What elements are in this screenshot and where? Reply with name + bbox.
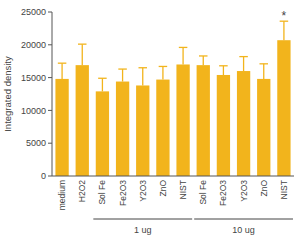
group-label: 10 ug xyxy=(232,225,255,235)
x-tick-label: Y2O3 xyxy=(239,180,249,202)
y-tick-label: 5000 xyxy=(26,138,46,148)
error-stem xyxy=(203,56,204,65)
x-tick-label: NIST xyxy=(178,180,188,199)
group-label: 1 ug xyxy=(134,225,152,235)
x-tick-label: ZnO xyxy=(259,180,269,197)
error-bar xyxy=(78,44,87,65)
bar xyxy=(237,71,250,176)
y-tick xyxy=(48,176,52,177)
error-bar xyxy=(179,47,188,64)
error-bar xyxy=(239,57,248,71)
y-axis xyxy=(52,12,53,176)
bar xyxy=(277,40,290,176)
bar xyxy=(176,64,189,176)
error-stem xyxy=(82,44,83,65)
error-cap xyxy=(219,65,228,66)
error-cap xyxy=(78,43,87,44)
y-tick-label: 25000 xyxy=(21,7,46,17)
y-tick xyxy=(48,77,52,78)
y-tick-label: 20000 xyxy=(21,40,46,50)
y-axis-title: Integrated density xyxy=(2,56,13,132)
x-tick-label: Fe2O3 xyxy=(218,180,228,206)
x-tick-label: Sol Fe xyxy=(97,180,107,205)
bar xyxy=(55,79,68,176)
bars xyxy=(55,21,290,176)
y-tick-label: 15000 xyxy=(21,73,46,83)
error-stem xyxy=(122,69,123,81)
error-bar xyxy=(280,21,289,40)
bar xyxy=(76,65,89,176)
error-cap xyxy=(179,47,188,48)
x-tick-label: ZnO xyxy=(158,180,168,197)
error-cap xyxy=(98,78,107,79)
error-cap xyxy=(239,56,248,57)
annotation: * xyxy=(282,9,287,23)
error-bar xyxy=(159,66,168,79)
y-tick-label: 10000 xyxy=(21,106,46,116)
group-line xyxy=(194,219,293,220)
bar xyxy=(217,75,230,176)
error-stem xyxy=(223,66,224,75)
error-cap xyxy=(259,63,268,64)
error-bar xyxy=(199,56,208,65)
error-stem xyxy=(182,47,183,64)
error-cap xyxy=(118,68,127,69)
error-stem xyxy=(162,66,163,79)
error-bar xyxy=(259,64,268,79)
error-cap xyxy=(58,63,67,64)
error-bar xyxy=(98,78,107,91)
y-tick xyxy=(48,143,52,144)
y-tick-label: 0 xyxy=(41,171,46,181)
x-axis xyxy=(52,176,294,177)
error-stem xyxy=(263,64,264,79)
x-tick-label: medium xyxy=(57,180,67,210)
bar xyxy=(116,82,129,176)
x-tick-label: Fe2O3 xyxy=(118,180,128,206)
y-tick xyxy=(48,44,52,45)
x-tick-label: Sol Fe xyxy=(198,180,208,205)
x-tick-label: H2O2 xyxy=(77,180,87,202)
bar xyxy=(257,79,270,176)
error-stem xyxy=(243,57,244,71)
error-stem xyxy=(102,78,103,91)
error-bar xyxy=(58,63,67,79)
x-tick-label: Y2O3 xyxy=(138,180,148,202)
x-tick-label: NIST xyxy=(279,180,289,199)
error-bar xyxy=(138,68,147,86)
error-cap xyxy=(159,66,168,67)
bar xyxy=(96,91,109,176)
bar xyxy=(156,80,169,176)
y-tick xyxy=(48,110,52,111)
group-line xyxy=(93,219,192,220)
error-bar xyxy=(219,66,228,75)
chart: 0 5000 10000 15000 20000 25000 Integrated dens… xyxy=(0,0,300,252)
y-tick xyxy=(48,12,52,13)
error-stem xyxy=(283,21,284,40)
error-stem xyxy=(142,68,143,86)
error-cap xyxy=(138,67,147,68)
error-stem xyxy=(61,63,62,79)
error-bar xyxy=(118,69,127,81)
error-cap xyxy=(199,55,208,56)
bar xyxy=(136,85,149,176)
bar xyxy=(197,65,210,176)
